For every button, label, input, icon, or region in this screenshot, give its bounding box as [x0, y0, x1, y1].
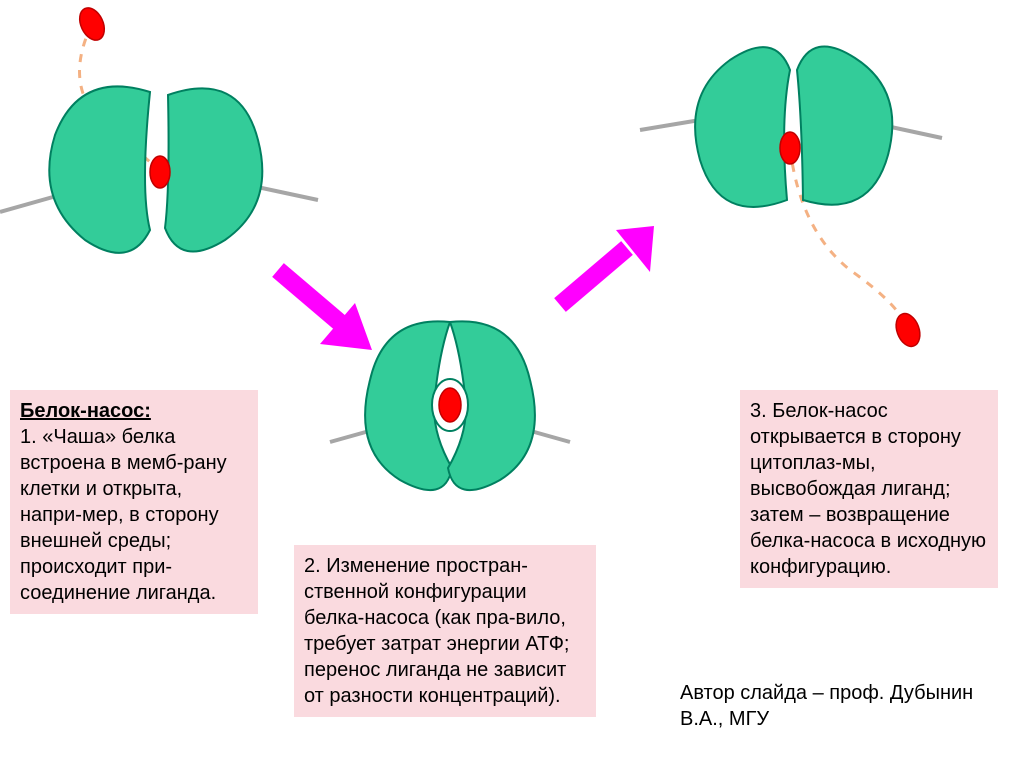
ligand-icon — [75, 4, 109, 44]
protein-pore — [432, 379, 468, 431]
ligand-icon — [892, 310, 924, 349]
credit-text: Автор слайда – проф. Дубынин В.А., МГУ — [680, 682, 973, 730]
protein-lobe-left — [365, 321, 452, 490]
protein-lobe-right — [165, 88, 262, 251]
membrane-line — [882, 125, 942, 138]
ligand-path-icon — [790, 148, 908, 330]
membrane-line — [0, 195, 60, 212]
membrane-line — [330, 428, 380, 442]
protein-lobe-left — [49, 86, 150, 252]
protein-lobe-right — [448, 321, 535, 490]
stage-2 — [330, 321, 570, 490]
protein-lobe-left — [695, 47, 790, 207]
protein-lobe-right — [797, 46, 892, 204]
ligand-icon — [780, 132, 800, 164]
caption-step-3: 3. Белок-насос открывается в сторону цит… — [740, 390, 998, 588]
caption-step-2: 2. Изменение простран-ственной конфигура… — [294, 545, 596, 717]
transition-arrow-2 — [560, 226, 654, 305]
membrane-line — [640, 120, 700, 130]
stage-1 — [0, 4, 318, 253]
ligand-icon — [439, 388, 461, 422]
transition-arrow-1 — [278, 270, 372, 350]
caption-body: 2. Изменение простран-ственной конфигура… — [304, 555, 569, 707]
stage-3 — [640, 46, 942, 349]
caption-title: Белок-насос: — [20, 400, 151, 422]
membrane-line — [248, 185, 318, 200]
caption-body: 1. «Чаша» белка встроена в мемб-рану кле… — [20, 426, 227, 604]
caption-body: 3. Белок-насос открывается в сторону цит… — [750, 400, 986, 578]
ligand-icon — [150, 156, 170, 188]
ligand-path-icon — [80, 24, 160, 172]
caption-step-1: Белок-насос: 1. «Чаша» белка встроена в … — [10, 390, 258, 614]
membrane-line — [520, 428, 570, 442]
slide-credit: Автор слайда – проф. Дубынин В.А., МГУ — [680, 680, 1010, 732]
